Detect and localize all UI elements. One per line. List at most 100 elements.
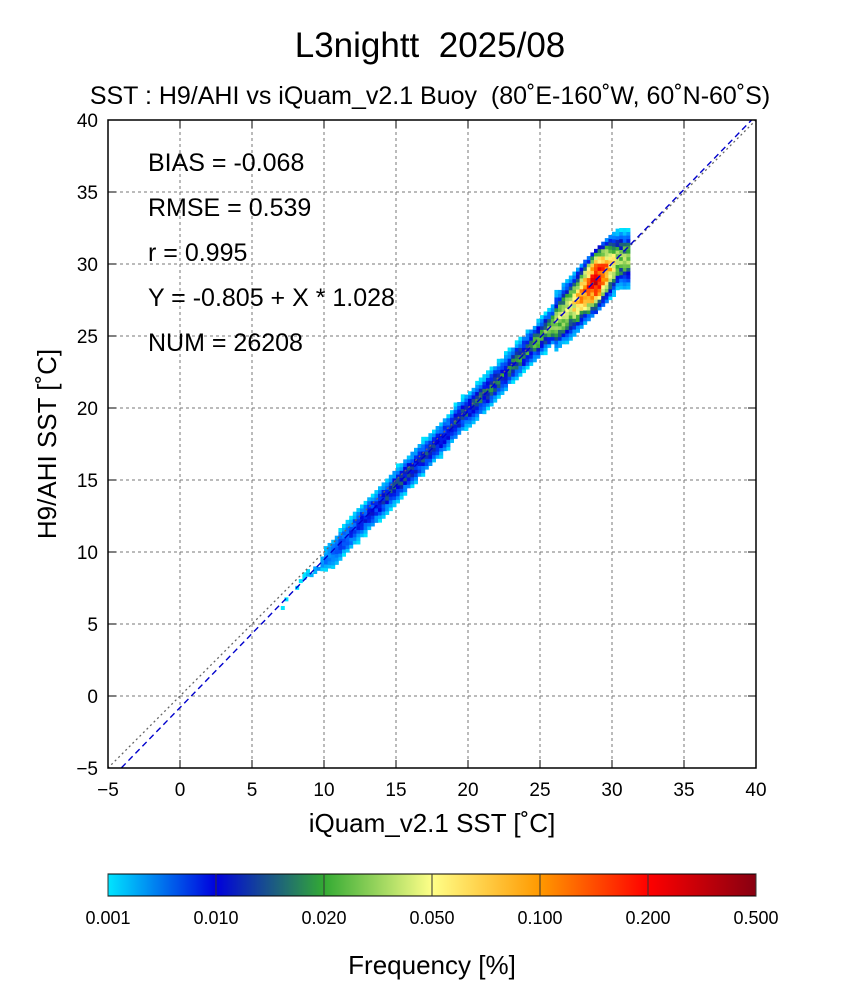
density-cell — [543, 318, 548, 323]
density-cell — [396, 463, 400, 468]
density-cell — [514, 369, 519, 374]
density-cell — [313, 566, 318, 571]
density-cell — [439, 426, 444, 430]
density-cell — [511, 372, 516, 377]
density-cell — [450, 413, 454, 418]
density-cell — [378, 511, 382, 516]
density-cell — [349, 519, 354, 524]
density-cell — [554, 343, 559, 348]
density-cell — [558, 300, 562, 305]
density-cell — [576, 274, 580, 279]
density-cell — [619, 264, 624, 268]
density-cell — [626, 267, 631, 272]
density-cell — [428, 433, 433, 438]
density-cell — [345, 519, 350, 524]
density-cell — [622, 235, 627, 240]
colorbar-tick-label: 0.100 — [517, 908, 562, 928]
density-cell — [493, 377, 498, 382]
density-cell — [392, 470, 397, 475]
density-cell — [626, 260, 631, 265]
density-cell — [410, 480, 415, 485]
density-cell — [558, 322, 562, 327]
density-cell — [349, 533, 354, 538]
density-cell — [550, 318, 555, 323]
regression-line — [120, 120, 753, 768]
density-cell — [572, 311, 577, 316]
density-cell — [576, 318, 580, 322]
density-cell — [457, 420, 462, 424]
density-cell — [388, 489, 393, 494]
density-cell — [478, 399, 483, 404]
density-cell — [381, 504, 386, 508]
density-cell — [320, 563, 325, 568]
density-cell — [619, 228, 624, 232]
density-cell — [568, 329, 573, 334]
y-tick-label: 5 — [87, 615, 98, 636]
density-cell — [550, 325, 555, 330]
density-cell — [604, 256, 609, 261]
density-cell — [360, 526, 364, 531]
density-cell — [302, 572, 307, 577]
density-cell — [572, 296, 577, 301]
density-cell — [453, 413, 458, 418]
density-cell — [313, 570, 318, 574]
density-cell — [615, 228, 620, 233]
density-cell — [363, 504, 368, 509]
density-cell — [421, 469, 426, 474]
density-cell — [561, 304, 566, 309]
density-cell — [601, 263, 606, 268]
density-cell — [306, 569, 310, 574]
density-cell — [392, 478, 397, 483]
density-cell — [576, 271, 580, 276]
density-cell — [601, 281, 606, 286]
density-cell — [334, 557, 339, 562]
density-cell — [604, 270, 609, 275]
density-cell — [417, 451, 422, 456]
density-cell — [612, 289, 616, 294]
density-cell — [338, 535, 343, 540]
density-cell — [586, 313, 591, 318]
density-cell — [522, 351, 526, 356]
density-cell — [342, 538, 346, 543]
density-cell — [622, 256, 627, 261]
density-cell — [414, 473, 418, 478]
density-cell — [324, 556, 328, 561]
density-cell — [579, 281, 584, 286]
density-cell — [356, 515, 361, 520]
density-cell — [579, 267, 584, 272]
density-cell — [558, 340, 562, 345]
density-cell — [471, 387, 476, 392]
density-cell — [410, 484, 415, 489]
x-tick-label: 35 — [673, 780, 694, 801]
density-cell — [514, 361, 519, 366]
density-cell — [435, 429, 440, 434]
density-cell — [478, 391, 483, 396]
density-cell — [518, 369, 523, 374]
y-axis-label: H9/AHI SST [˚C] — [32, 349, 62, 539]
density-cell — [493, 398, 498, 403]
density-cell — [532, 347, 537, 352]
density-cell — [543, 340, 548, 345]
density-cell — [428, 440, 433, 445]
density-cell — [561, 340, 566, 345]
density-cell — [417, 458, 422, 463]
density-cell — [561, 297, 566, 302]
stat-rmse: RMSE = 0.539 — [148, 194, 311, 222]
density-cell — [410, 451, 415, 456]
density-cell — [601, 299, 606, 304]
density-cell — [514, 347, 519, 352]
density-cell — [554, 340, 559, 345]
density-cell — [522, 354, 526, 359]
density-cell — [511, 351, 516, 356]
density-cell — [514, 376, 519, 381]
density-cell — [500, 380, 505, 385]
density-cell — [612, 267, 616, 272]
density-cell — [619, 278, 624, 283]
density-cell — [392, 488, 397, 493]
density-cell — [590, 306, 595, 311]
density-cell — [565, 286, 570, 291]
density-cell — [615, 264, 620, 269]
density-cell — [464, 426, 469, 431]
y-tick-label: 35 — [77, 183, 98, 204]
density-cell — [349, 515, 354, 520]
